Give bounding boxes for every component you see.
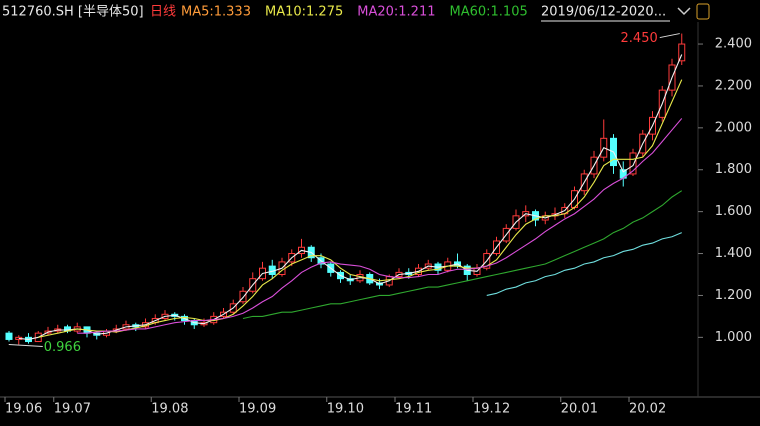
y-tick-label: 2.000 xyxy=(715,120,752,135)
y-tick-label: 2.200 xyxy=(715,78,752,93)
x-tick-label: 19.12 xyxy=(473,402,510,417)
max-pointer xyxy=(659,33,680,39)
candle-body xyxy=(239,290,247,303)
x-tick-label: 19.11 xyxy=(395,402,432,417)
x-tick-label: 20.01 xyxy=(561,402,598,417)
date-range: 2019/06/12-2020... xyxy=(541,5,666,20)
y-tick-label: 1.600 xyxy=(715,204,752,219)
y-tick-label: 1.000 xyxy=(715,330,752,345)
y-tick-label: 1.400 xyxy=(715,246,752,261)
legend-entry: MA10:1.275 xyxy=(265,5,343,20)
candle-body xyxy=(678,43,686,62)
plot-area: 1.000 1.200 1.400 1.600 1.800 2.000 2.200 2.400… xyxy=(4,31,752,417)
ma-line xyxy=(77,118,683,334)
period-label: 日线 xyxy=(150,5,176,20)
ma-line xyxy=(242,190,683,320)
legend-entry: MA20:1.211 xyxy=(357,5,435,20)
chart-title: 512760.SH [半导体50] xyxy=(2,5,144,20)
ma-line xyxy=(38,79,683,338)
x-tick-label: 19.06 xyxy=(5,402,42,417)
legend: MA5:1.333 MA10:1.275 MA20:1.211 MA60:1.105 xyxy=(181,5,528,20)
max-label: 2.450 xyxy=(621,31,658,46)
y-tick-label: 2.400 xyxy=(715,37,752,52)
ma-line xyxy=(18,54,683,340)
ma-line xyxy=(486,232,682,296)
x-tick-label: 19.07 xyxy=(54,402,91,417)
x-tick-label: 19.09 xyxy=(239,402,276,417)
y-tick-label: 1.200 xyxy=(715,288,752,303)
x-tick-label: 19.10 xyxy=(327,402,364,417)
legend-entry: MA60:1.105 xyxy=(449,5,527,20)
legend-entry: MA5:1.333 xyxy=(181,5,251,20)
candle-body xyxy=(5,332,13,340)
dropdown-icon[interactable] xyxy=(677,7,691,16)
min-pointer xyxy=(8,343,43,347)
candle-body xyxy=(629,152,637,175)
x-tick-label: 20.02 xyxy=(629,402,666,417)
settings-icon[interactable] xyxy=(696,3,710,20)
min-label: 0.966 xyxy=(44,340,81,355)
x-tick-label: 19.08 xyxy=(151,402,188,417)
y-tick-label: 1.800 xyxy=(715,162,752,177)
